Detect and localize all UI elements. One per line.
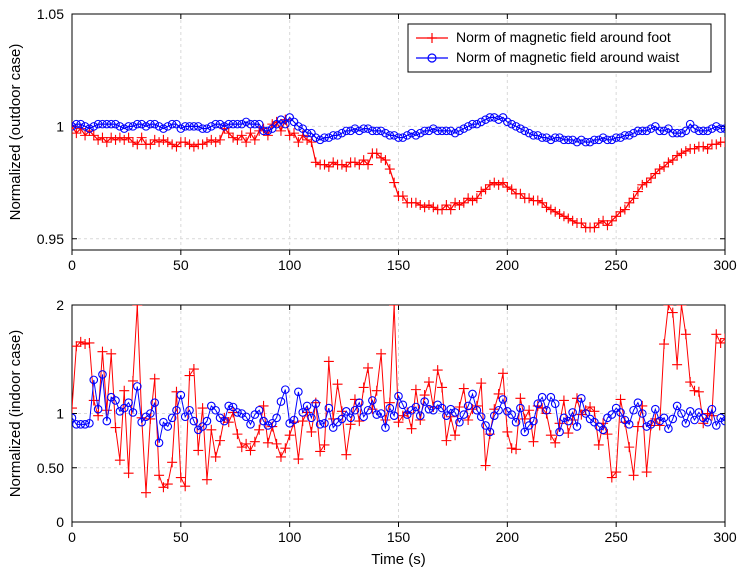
svg-text:100: 100 [278,257,302,273]
svg-text:250: 250 [604,529,628,545]
svg-text:0: 0 [56,514,64,530]
figure-svg: 0501001502002503000.9511.05Normalized (o… [0,0,743,567]
svg-text:Norm of magnetic field around: Norm of magnetic field around waist [456,49,679,65]
svg-text:200: 200 [496,529,520,545]
svg-text:50: 50 [173,529,189,545]
svg-text:1.05: 1.05 [37,6,64,22]
svg-text:Normalized (indoor case): Normalized (indoor case) [7,330,24,498]
svg-text:100: 100 [278,529,302,545]
svg-text:50: 50 [173,257,189,273]
svg-text:2: 2 [56,297,64,313]
legend: Norm of magnetic field around foot Norm o… [408,24,711,72]
svg-text:150: 150 [387,529,411,545]
svg-text:Norm of magnetic field around: Norm of magnetic field around foot [456,29,671,45]
svg-text:0.50: 0.50 [37,460,64,476]
svg-text:150: 150 [387,257,411,273]
svg-text:250: 250 [604,257,628,273]
svg-text:300: 300 [713,529,737,545]
svg-text:Normalized (outdoor case): Normalized (outdoor case) [7,44,24,221]
svg-text:1: 1 [56,406,64,422]
figure-root: 0501001502002503000.9511.05Normalized (o… [0,0,743,567]
svg-text:0: 0 [68,257,76,273]
svg-text:300: 300 [713,257,737,273]
svg-text:Time (s): Time (s) [371,551,425,567]
svg-text:0: 0 [68,529,76,545]
svg-text:0.95: 0.95 [37,231,64,247]
svg-text:200: 200 [496,257,520,273]
svg-text:1: 1 [56,118,64,134]
